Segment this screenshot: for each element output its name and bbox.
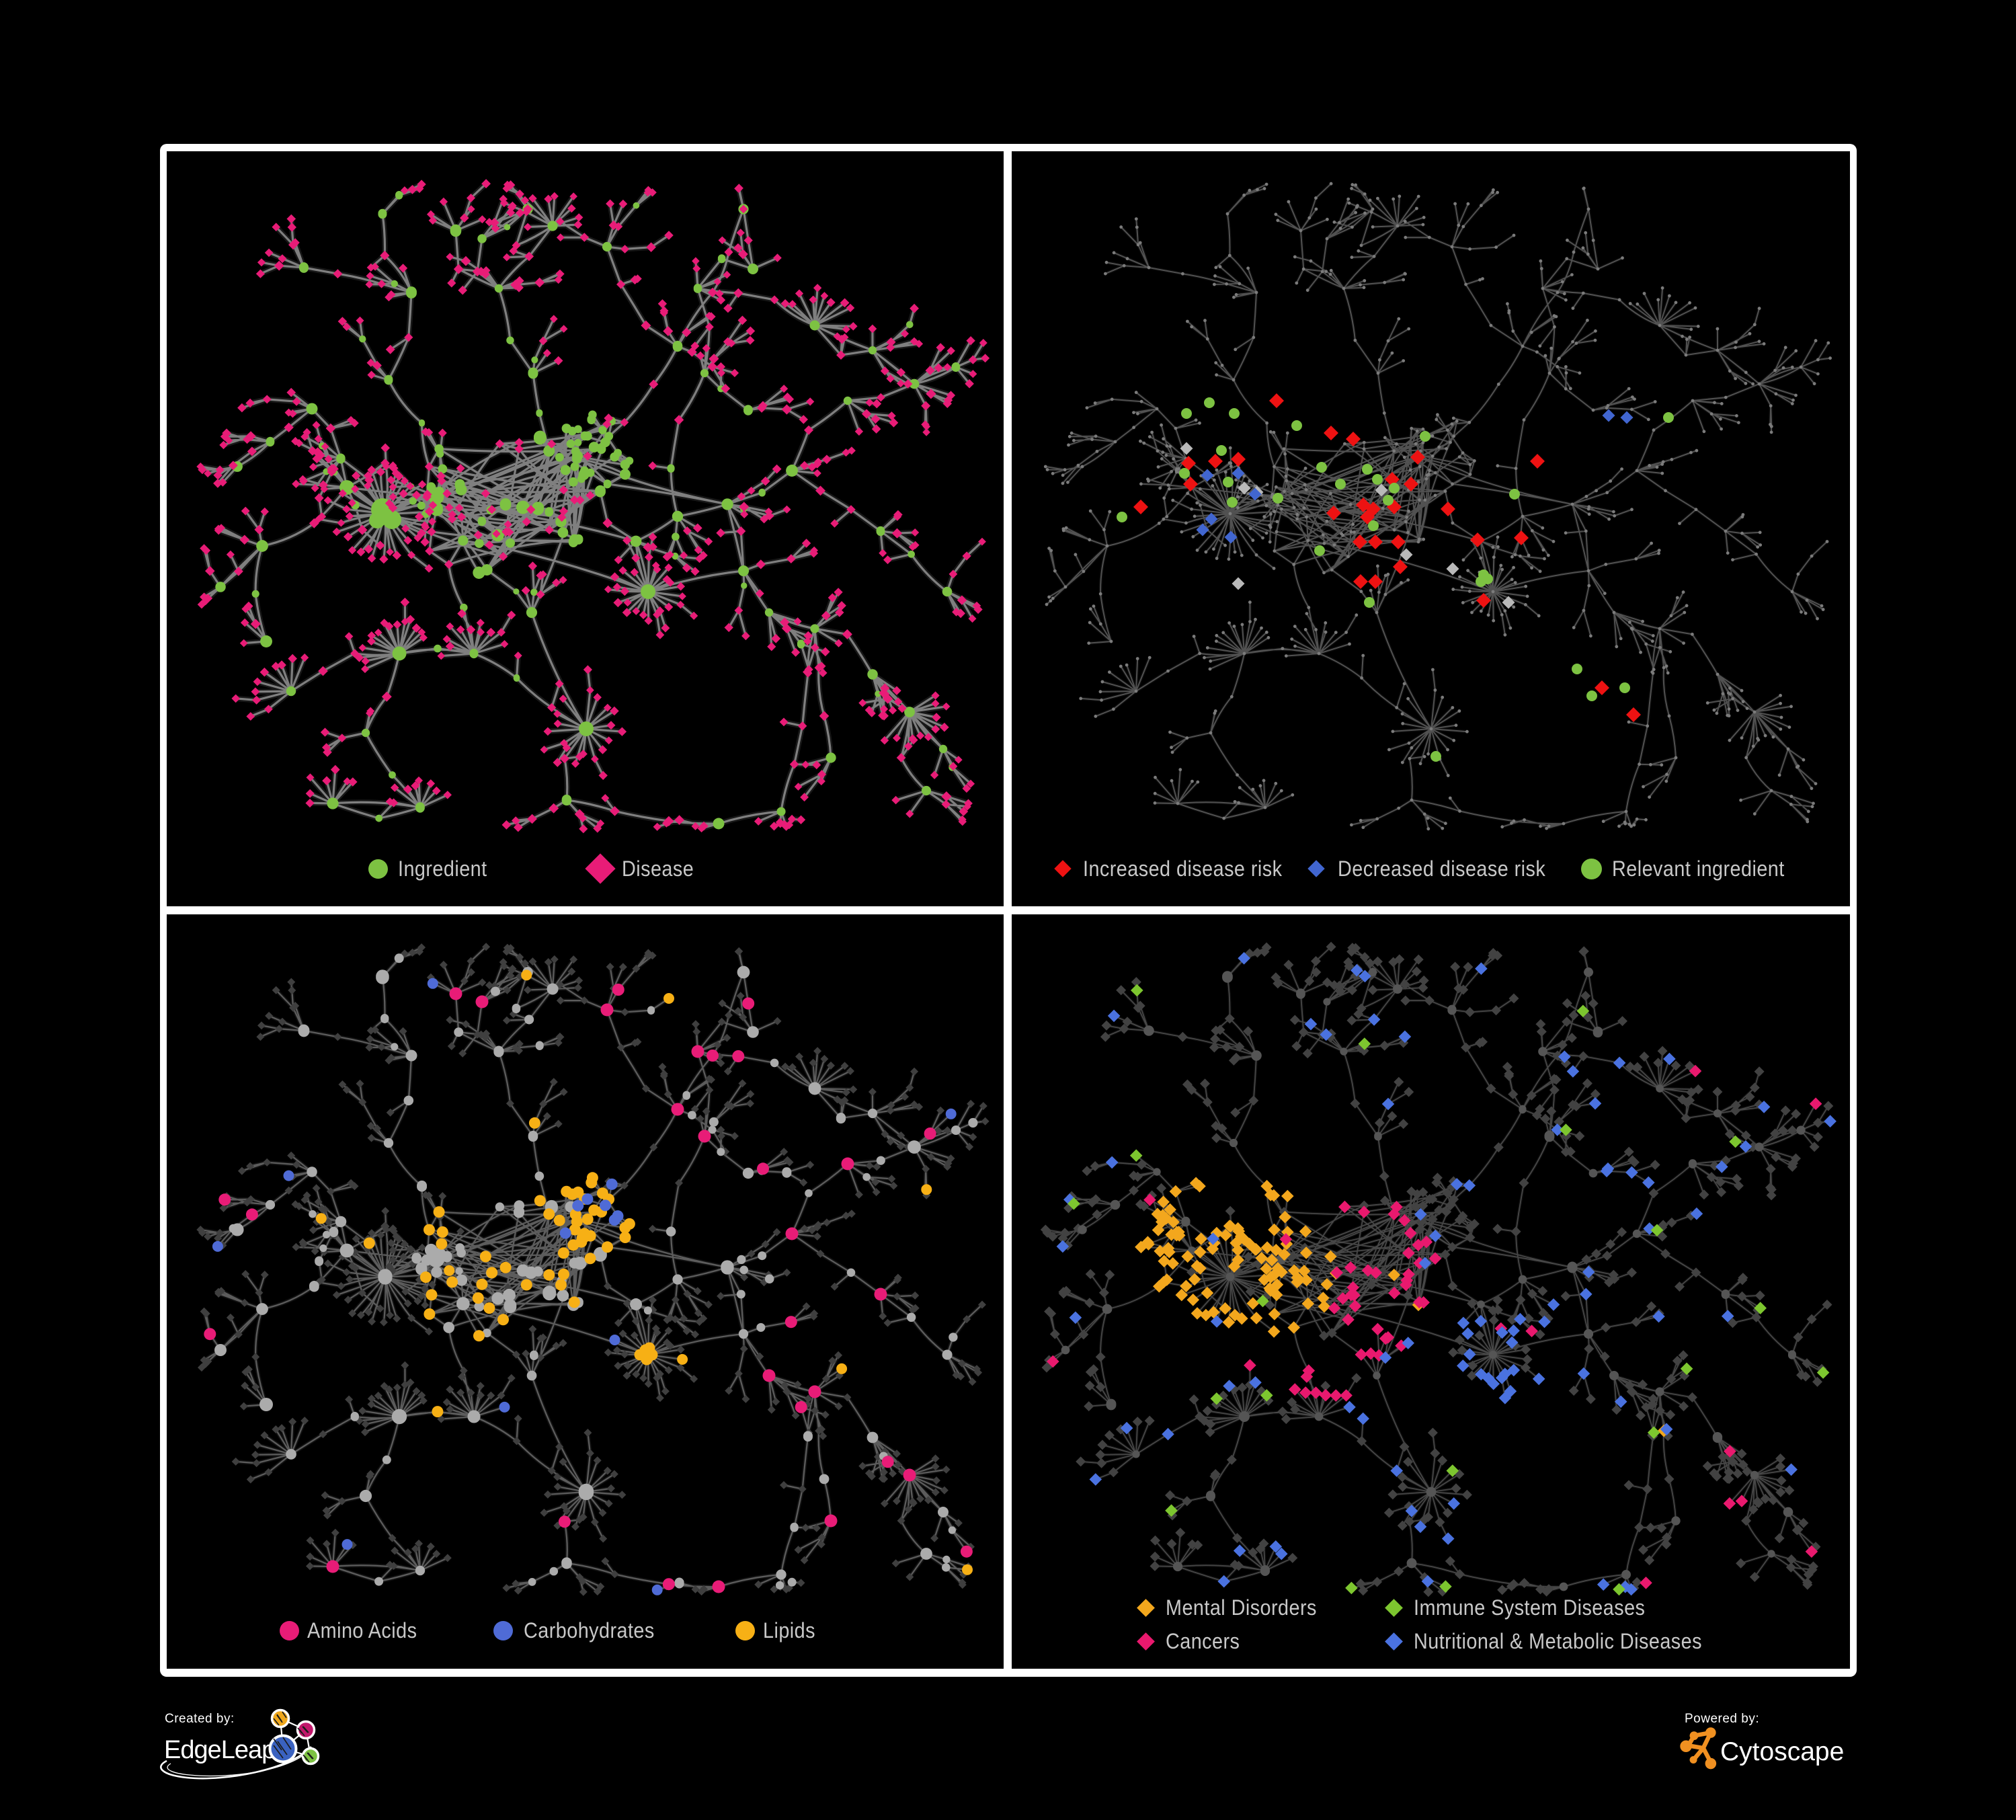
svg-text:EdgeLeap: EdgeLeap bbox=[164, 1736, 275, 1764]
svg-text:Cytoscape: Cytoscape bbox=[1720, 1737, 1844, 1766]
